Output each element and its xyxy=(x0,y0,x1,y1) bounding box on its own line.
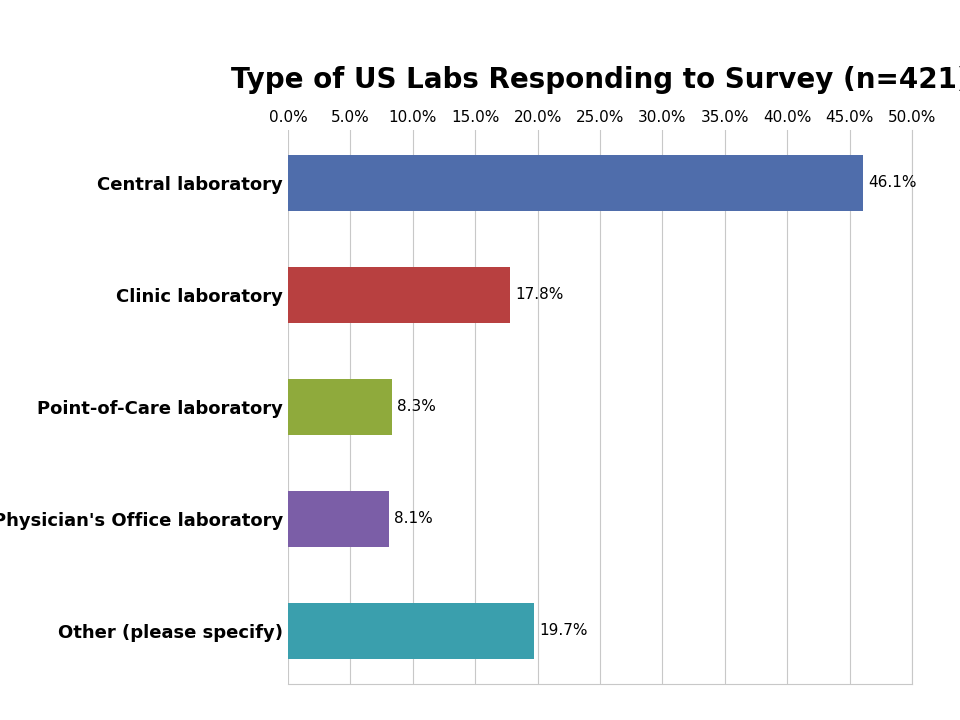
Bar xyxy=(288,267,510,323)
Bar xyxy=(288,155,863,211)
Bar xyxy=(288,491,389,546)
Bar xyxy=(288,603,534,659)
Text: 17.8%: 17.8% xyxy=(516,287,564,302)
Text: 46.1%: 46.1% xyxy=(869,175,917,190)
Text: 8.3%: 8.3% xyxy=(396,400,436,414)
Title: Type of US Labs Responding to Survey (n=421): Type of US Labs Responding to Survey (n=… xyxy=(230,66,960,94)
Text: 19.7%: 19.7% xyxy=(539,624,588,639)
Text: 8.1%: 8.1% xyxy=(394,511,433,526)
Bar xyxy=(288,379,392,435)
